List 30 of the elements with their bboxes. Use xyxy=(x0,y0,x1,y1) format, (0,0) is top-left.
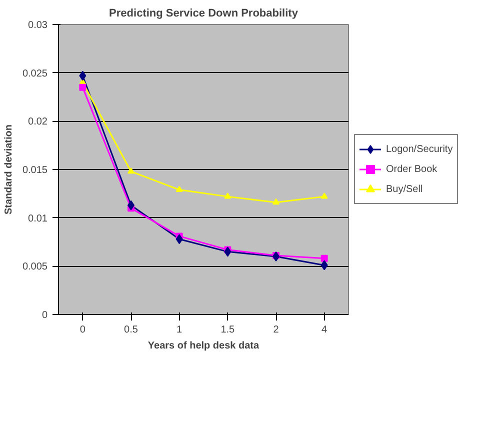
point xyxy=(128,167,134,174)
y-tick-label: 0 xyxy=(42,310,48,321)
legend-label: Order Book xyxy=(386,164,438,174)
point xyxy=(320,192,328,199)
point xyxy=(272,198,280,205)
y-axis-title: Standard deviation xyxy=(3,124,14,215)
point xyxy=(176,234,183,244)
x-tick-label: 2 xyxy=(273,324,280,336)
x-tick-label: 1 xyxy=(176,324,183,336)
point xyxy=(320,260,328,270)
point xyxy=(176,186,183,192)
x-tick-label: 0 xyxy=(80,324,86,336)
chart-title: Predicting Service Down Probability xyxy=(109,8,299,20)
point xyxy=(79,84,86,91)
y-tick-label: 0.015 xyxy=(22,165,48,176)
x-tick-label: 1.5 xyxy=(220,324,236,336)
x-tick-label: 0.5 xyxy=(124,324,138,336)
point xyxy=(79,70,86,81)
point xyxy=(320,254,328,262)
legend-label: Logon/Security xyxy=(386,144,453,154)
x-tick-label: 4 xyxy=(322,324,328,336)
y-tick-label: 0.02 xyxy=(28,116,48,128)
y-tick-label: 0.01 xyxy=(28,213,48,224)
y-tick-label: 0.025 xyxy=(22,68,48,80)
legend-label: Buy/Sell xyxy=(386,184,423,194)
y-tick-label: 0.03 xyxy=(28,20,48,31)
x-axis-title: Years of help desk data xyxy=(148,340,260,352)
point xyxy=(224,246,232,257)
y-tick-label: 0.005 xyxy=(22,262,48,273)
point xyxy=(224,192,232,199)
